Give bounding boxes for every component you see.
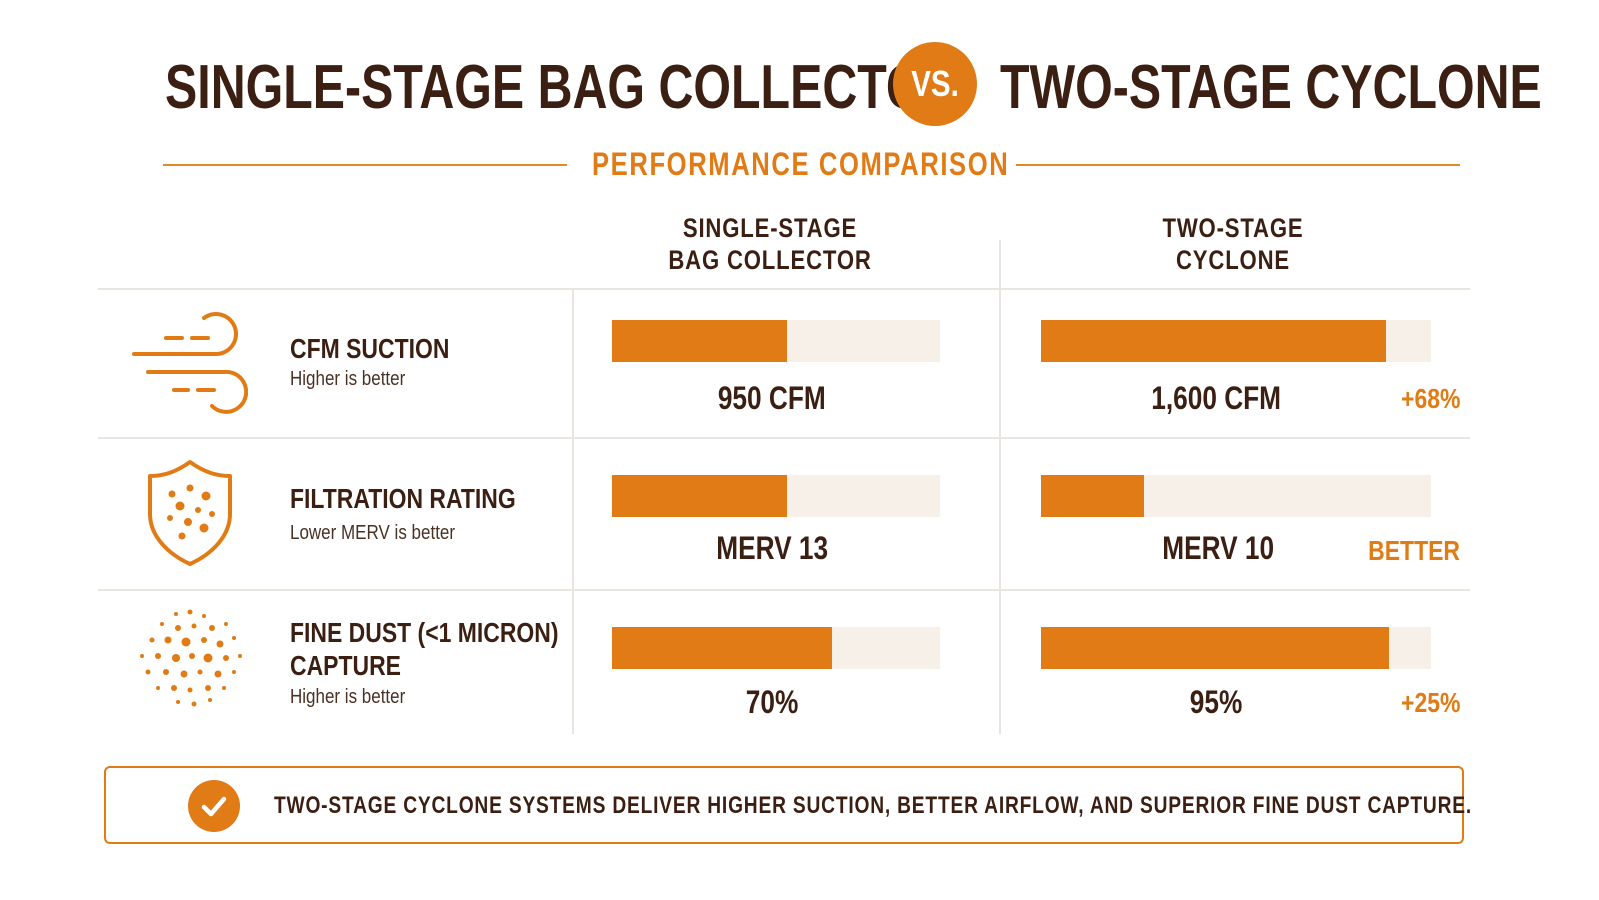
airflow-icon bbox=[128, 310, 249, 420]
metric-hint-cfm: Higher is better bbox=[290, 368, 406, 390]
bar-a-cfm bbox=[612, 320, 788, 362]
vs-text: VS. bbox=[911, 63, 959, 104]
column-header-a-line1: SINGLE-STAGE bbox=[682, 213, 858, 243]
value-b-cfm: 1,600 CFM bbox=[1151, 380, 1281, 416]
column-header-b-line2: CYCLONE bbox=[1175, 245, 1290, 275]
title-right: TWO-STAGE CYCLONE bbox=[1000, 53, 1542, 122]
delta-filtration: BETTER bbox=[1368, 535, 1460, 566]
bar-track-a-fine-dust bbox=[612, 627, 940, 669]
title-left: SINGLE-STAGE BAG COLLECTOR bbox=[165, 53, 959, 122]
row-divider bbox=[98, 437, 1470, 439]
delta-cfm: +68% bbox=[1400, 383, 1460, 414]
column-header-a-line2: BAG COLLECTOR bbox=[668, 245, 872, 275]
value-a-fine-dust: 70% bbox=[745, 684, 799, 720]
bar-b-cfm bbox=[1041, 320, 1387, 362]
subtitle-row: PERFORMANCE COMPARISON bbox=[0, 144, 1599, 186]
value-a-cfm: 950 CFM bbox=[718, 380, 826, 416]
bar-a-filtration bbox=[612, 475, 788, 517]
bar-b-fine-dust bbox=[1041, 627, 1390, 669]
dust-particles-icon bbox=[128, 606, 248, 716]
vs-badge: VS. bbox=[893, 42, 977, 126]
column-divider-header bbox=[999, 240, 1001, 288]
summary-text: TWO-STAGE CYCLONE SYSTEMS DELIVER HIGHER… bbox=[274, 792, 1472, 819]
metric-label-fine-dust: FINE DUST (<1 MICRON) CAPTURE bbox=[290, 616, 559, 682]
subtitle-rule-right bbox=[1016, 164, 1460, 166]
metric-label-filtration: FILTRATION RATING bbox=[290, 483, 516, 514]
delta-fine-dust: +25% bbox=[1400, 687, 1460, 718]
row-divider bbox=[98, 288, 1470, 290]
value-a-filtration: MERV 13 bbox=[716, 530, 828, 566]
shield-particles-icon bbox=[128, 458, 248, 568]
metric-label-fine-dust-line1: FINE DUST (<1 MICRON) bbox=[290, 617, 559, 648]
bar-track-b-filtration bbox=[1041, 475, 1431, 517]
column-header-two-stage: TWO-STAGE CYCLONE bbox=[1033, 212, 1433, 276]
metric-hint-fine-dust: Higher is better bbox=[290, 686, 406, 708]
bar-track-b-fine-dust bbox=[1041, 627, 1431, 669]
column-divider bbox=[572, 290, 574, 734]
chart-subtitle: PERFORMANCE COMPARISON bbox=[592, 146, 1010, 182]
checkmark-icon bbox=[188, 780, 240, 832]
bar-a-fine-dust bbox=[612, 627, 832, 669]
metric-label-fine-dust-line2: CAPTURE bbox=[290, 650, 401, 681]
metric-hint-filtration: Lower MERV is better bbox=[290, 522, 456, 544]
value-b-filtration: MERV 10 bbox=[1162, 530, 1274, 566]
bar-track-b-cfm bbox=[1041, 320, 1431, 362]
column-divider bbox=[999, 290, 1001, 734]
subtitle-rule-left bbox=[163, 164, 567, 166]
metric-label-cfm: CFM SUCTION bbox=[290, 333, 450, 364]
bar-track-a-filtration bbox=[612, 475, 940, 517]
value-b-fine-dust: 95% bbox=[1189, 684, 1243, 720]
row-divider bbox=[98, 589, 1470, 591]
summary-box: TWO-STAGE CYCLONE SYSTEMS DELIVER HIGHER… bbox=[104, 766, 1471, 844]
bar-b-filtration bbox=[1041, 475, 1145, 517]
column-header-b-line1: TWO-STAGE bbox=[1162, 213, 1304, 243]
column-header-single-stage: SINGLE-STAGE BAG COLLECTOR bbox=[570, 212, 970, 276]
bar-track-a-cfm bbox=[612, 320, 940, 362]
title-row: SINGLE-STAGE BAG COLLECTOR VS. TWO-STAGE… bbox=[0, 38, 1599, 134]
